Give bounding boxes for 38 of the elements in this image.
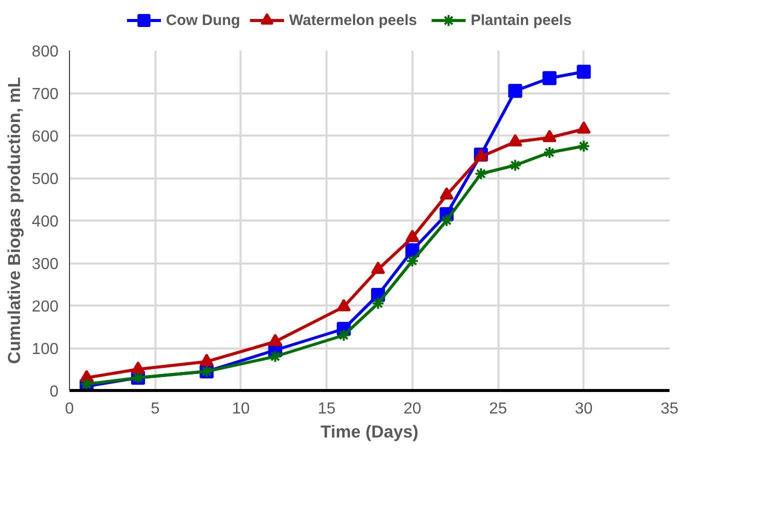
point — [576, 64, 591, 79]
y-tick-label: 200 — [32, 298, 59, 316]
legend-label: Watermelon peels — [289, 12, 417, 29]
y-tick-label: 100 — [32, 341, 59, 358]
point — [543, 146, 556, 159]
point — [372, 296, 385, 310]
y-tick-label: 400 — [32, 214, 59, 230]
y-tick-label: 700 — [32, 86, 59, 103]
point — [336, 298, 351, 312]
point — [131, 361, 146, 374]
y-tick-label: 0 — [50, 384, 59, 400]
point — [542, 71, 556, 86]
point — [577, 140, 590, 153]
x-tick-label: 25 — [489, 400, 508, 418]
point — [337, 328, 350, 342]
x-axis-title: Time (Days) — [320, 422, 418, 442]
point — [508, 158, 522, 172]
point — [474, 167, 488, 180]
x-tick-label: 15 — [318, 400, 336, 418]
x-tick-label: 10 — [232, 400, 250, 418]
y-tick-label: 500 — [32, 171, 59, 188]
point — [268, 350, 282, 363]
x-tick-label: 35 — [660, 400, 678, 418]
legend-label: Cow Dung — [166, 12, 240, 29]
point — [406, 254, 419, 268]
y-tick-label: 800 — [32, 44, 59, 60]
point — [508, 84, 522, 98]
point — [200, 354, 214, 366]
x-tick-label: 20 — [403, 400, 422, 418]
legend-label: Plantain peels — [470, 12, 572, 29]
y-tick-label: 300 — [32, 256, 59, 273]
y-axis-title: Cumulative Biogas production, mL — [4, 76, 24, 364]
point — [268, 334, 282, 346]
point — [440, 214, 454, 227]
x-tick-label: 30 — [574, 400, 593, 418]
x-tick-label: 5 — [150, 400, 160, 418]
y-tick-label: 600 — [32, 128, 59, 146]
x-tick-label: 0 — [65, 400, 74, 418]
